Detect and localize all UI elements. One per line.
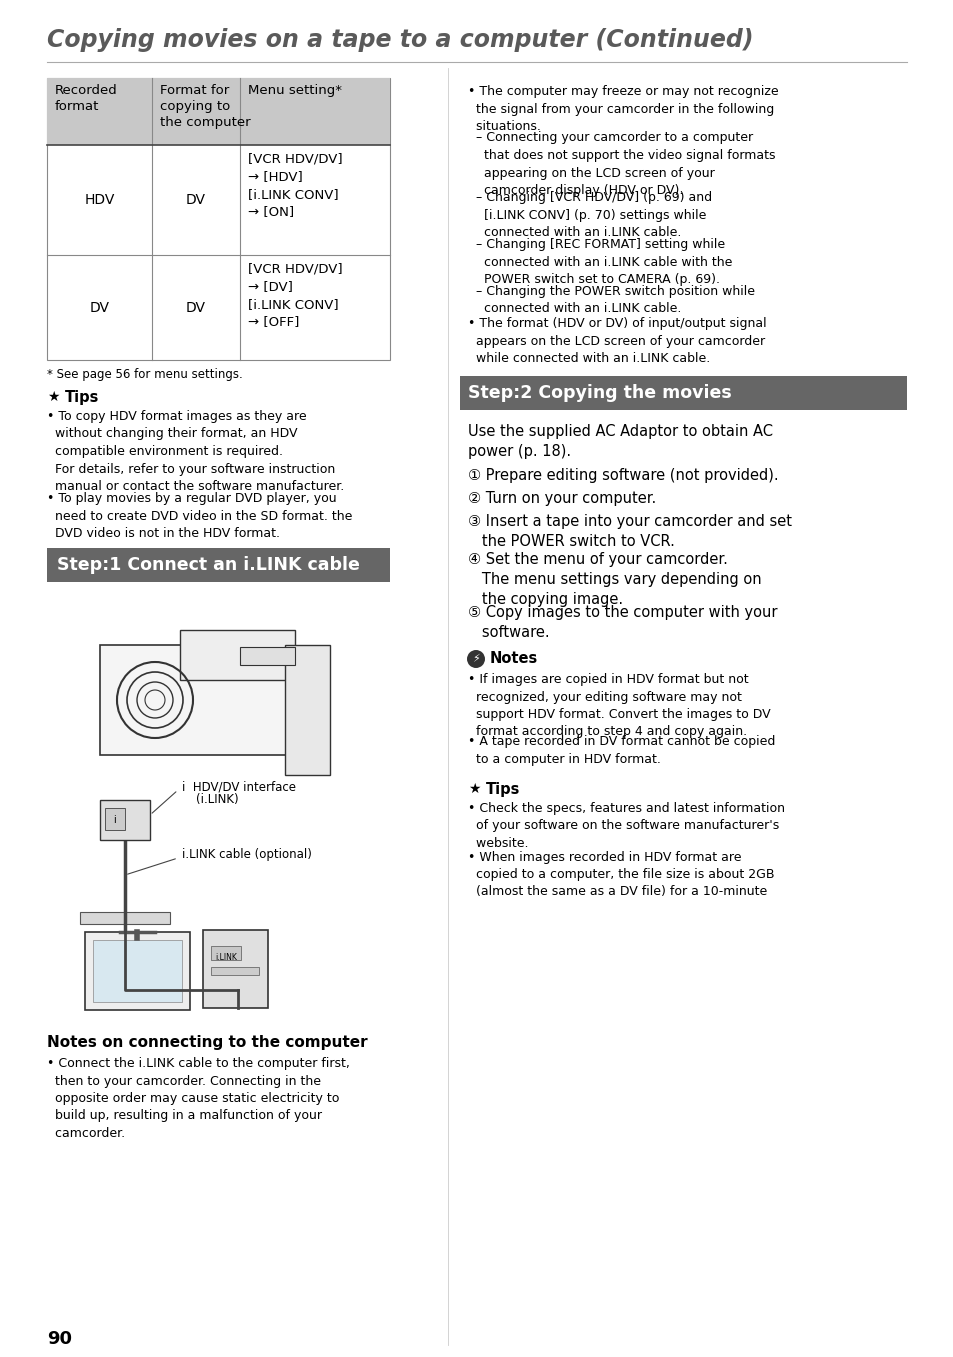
Circle shape bbox=[467, 650, 484, 668]
Text: ⚡: ⚡ bbox=[472, 654, 479, 664]
Text: • Connect the i.LINK cable to the computer first,
  then to your camcorder. Conn: • Connect the i.LINK cable to the comput… bbox=[47, 1057, 350, 1140]
Text: i.LINK: i.LINK bbox=[214, 953, 236, 962]
Bar bbox=[80, 912, 170, 924]
Bar bbox=[285, 645, 330, 775]
Bar bbox=[203, 930, 268, 1008]
Text: ★: ★ bbox=[468, 782, 480, 797]
Text: • The computer may freeze or may not recognize
  the signal from your camcorder : • The computer may freeze or may not rec… bbox=[468, 85, 778, 133]
Bar bbox=[85, 932, 190, 1010]
Text: • To play movies by a regular DVD player, you
  need to create DVD video in the : • To play movies by a regular DVD player… bbox=[47, 493, 352, 540]
Text: Tips: Tips bbox=[65, 389, 99, 404]
Text: ⑤ Copy images to the computer with your
   software.: ⑤ Copy images to the computer with your … bbox=[468, 605, 777, 639]
Text: [VCR HDV/DV]
→ [HDV]
[i.LINK CONV]
→ [ON]: [VCR HDV/DV] → [HDV] [i.LINK CONV] → [ON… bbox=[248, 153, 342, 218]
Text: • A tape recorded in DV format cannot be copied
  to a computer in HDV format.: • A tape recorded in DV format cannot be… bbox=[468, 735, 775, 765]
Text: Copying movies on a tape to a computer (Continued): Copying movies on a tape to a computer (… bbox=[47, 28, 753, 52]
Text: • When images recorded in HDV format are
  copied to a computer, the file size i: • When images recorded in HDV format are… bbox=[468, 851, 774, 898]
Bar bbox=[47, 77, 390, 360]
Text: Notes on connecting to the computer: Notes on connecting to the computer bbox=[47, 1035, 367, 1050]
Text: ④ Set the menu of your camcorder.
   The menu settings vary depending on
   the : ④ Set the menu of your camcorder. The me… bbox=[468, 552, 760, 607]
Text: HDV: HDV bbox=[84, 193, 114, 208]
Text: • If images are copied in HDV format but not
  recognized, your editing software: • If images are copied in HDV format but… bbox=[468, 673, 770, 738]
Text: • Check the specs, features and latest information
  of your software on the sof: • Check the specs, features and latest i… bbox=[468, 802, 784, 849]
Text: Use the supplied AC Adaptor to obtain AC
power (p. 18).: Use the supplied AC Adaptor to obtain AC… bbox=[468, 423, 772, 459]
Bar bbox=[180, 630, 294, 680]
Text: – Changing [VCR HDV/DV] (p. 69) and
    [i.LINK CONV] (p. 70) settings while
   : – Changing [VCR HDV/DV] (p. 69) and [i.L… bbox=[468, 191, 711, 239]
Bar bbox=[211, 946, 241, 959]
Text: Notes: Notes bbox=[490, 651, 537, 666]
Text: Tips: Tips bbox=[485, 782, 519, 797]
Text: ① Prepare editing software (not provided).: ① Prepare editing software (not provided… bbox=[468, 468, 778, 483]
Text: Recorded
format: Recorded format bbox=[55, 84, 117, 113]
Text: (i.LINK): (i.LINK) bbox=[195, 792, 238, 806]
Bar bbox=[100, 645, 294, 754]
Bar bbox=[92, 940, 182, 1001]
Bar bbox=[47, 77, 390, 145]
Text: – Connecting your camcorder to a computer
    that does not support the video si: – Connecting your camcorder to a compute… bbox=[468, 132, 775, 197]
Bar bbox=[240, 647, 294, 665]
Text: ② Turn on your computer.: ② Turn on your computer. bbox=[468, 491, 656, 506]
Bar bbox=[47, 548, 390, 582]
Text: • The format (HDV or DV) of input/output signal
  appears on the LCD screen of y: • The format (HDV or DV) of input/output… bbox=[468, 318, 766, 365]
Text: DV: DV bbox=[186, 300, 206, 315]
Text: ③ Insert a tape into your camcorder and set
   the POWER switch to VCR.: ③ Insert a tape into your camcorder and … bbox=[468, 514, 791, 548]
Bar bbox=[211, 968, 258, 974]
Text: * See page 56 for menu settings.: * See page 56 for menu settings. bbox=[47, 368, 242, 381]
Bar bbox=[105, 807, 125, 830]
Text: 90: 90 bbox=[47, 1330, 71, 1348]
Bar bbox=[100, 801, 150, 840]
Text: [VCR HDV/DV]
→ [DV]
[i.LINK CONV]
→ [OFF]: [VCR HDV/DV] → [DV] [i.LINK CONV] → [OFF… bbox=[248, 263, 342, 328]
Text: Step:1 Connect an i.LINK cable: Step:1 Connect an i.LINK cable bbox=[57, 556, 359, 574]
Text: – Changing [REC FORMAT] setting while
    connected with an i.LINK cable with th: – Changing [REC FORMAT] setting while co… bbox=[468, 237, 732, 286]
Text: Menu setting*: Menu setting* bbox=[248, 84, 341, 96]
Text: Format for
copying to
the computer: Format for copying to the computer bbox=[160, 84, 251, 129]
Text: Step:2 Copying the movies: Step:2 Copying the movies bbox=[468, 384, 731, 402]
Text: i: i bbox=[113, 816, 116, 825]
Text: – Changing the POWER switch position while
    connected with an i.LINK cable.: – Changing the POWER switch position whi… bbox=[468, 285, 754, 315]
Text: ★: ★ bbox=[47, 389, 59, 404]
Text: i.LINK cable (optional): i.LINK cable (optional) bbox=[182, 848, 312, 860]
Text: DV: DV bbox=[90, 300, 110, 315]
Text: • To copy HDV format images as they are
  without changing their format, an HDV
: • To copy HDV format images as they are … bbox=[47, 410, 344, 493]
Text: DV: DV bbox=[186, 193, 206, 208]
Bar bbox=[459, 376, 906, 410]
Text: i  HDV/DV interface: i HDV/DV interface bbox=[182, 780, 295, 792]
